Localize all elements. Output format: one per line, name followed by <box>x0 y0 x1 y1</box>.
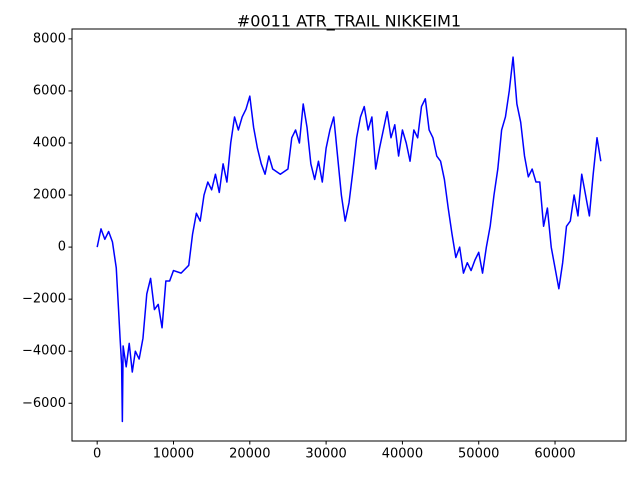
y-tick-label: −2000 <box>22 292 66 307</box>
y-tick-label: 2000 <box>33 188 66 203</box>
y-tick-label: 8000 <box>33 31 66 46</box>
x-tick-label: 60000 <box>534 447 575 462</box>
x-tick-label: 40000 <box>382 447 423 462</box>
x-tick-label: 10000 <box>153 447 194 462</box>
x-tick-label: 20000 <box>229 447 270 462</box>
plot-frame <box>71 28 627 442</box>
y-tick-label: −4000 <box>22 344 66 359</box>
y-tick-label: 0 <box>58 240 66 255</box>
y-tick-label: −6000 <box>22 396 66 411</box>
data-line <box>96 56 602 423</box>
x-tick-label: 50000 <box>458 447 499 462</box>
y-tick-label: 4000 <box>33 135 66 150</box>
y-tick-label: 6000 <box>33 83 66 98</box>
x-tick-label: 0 <box>93 447 101 462</box>
x-tick-label: 30000 <box>305 447 346 462</box>
chart-title: #0011 ATR_TRAIL NIKKEIM1 <box>237 12 461 32</box>
